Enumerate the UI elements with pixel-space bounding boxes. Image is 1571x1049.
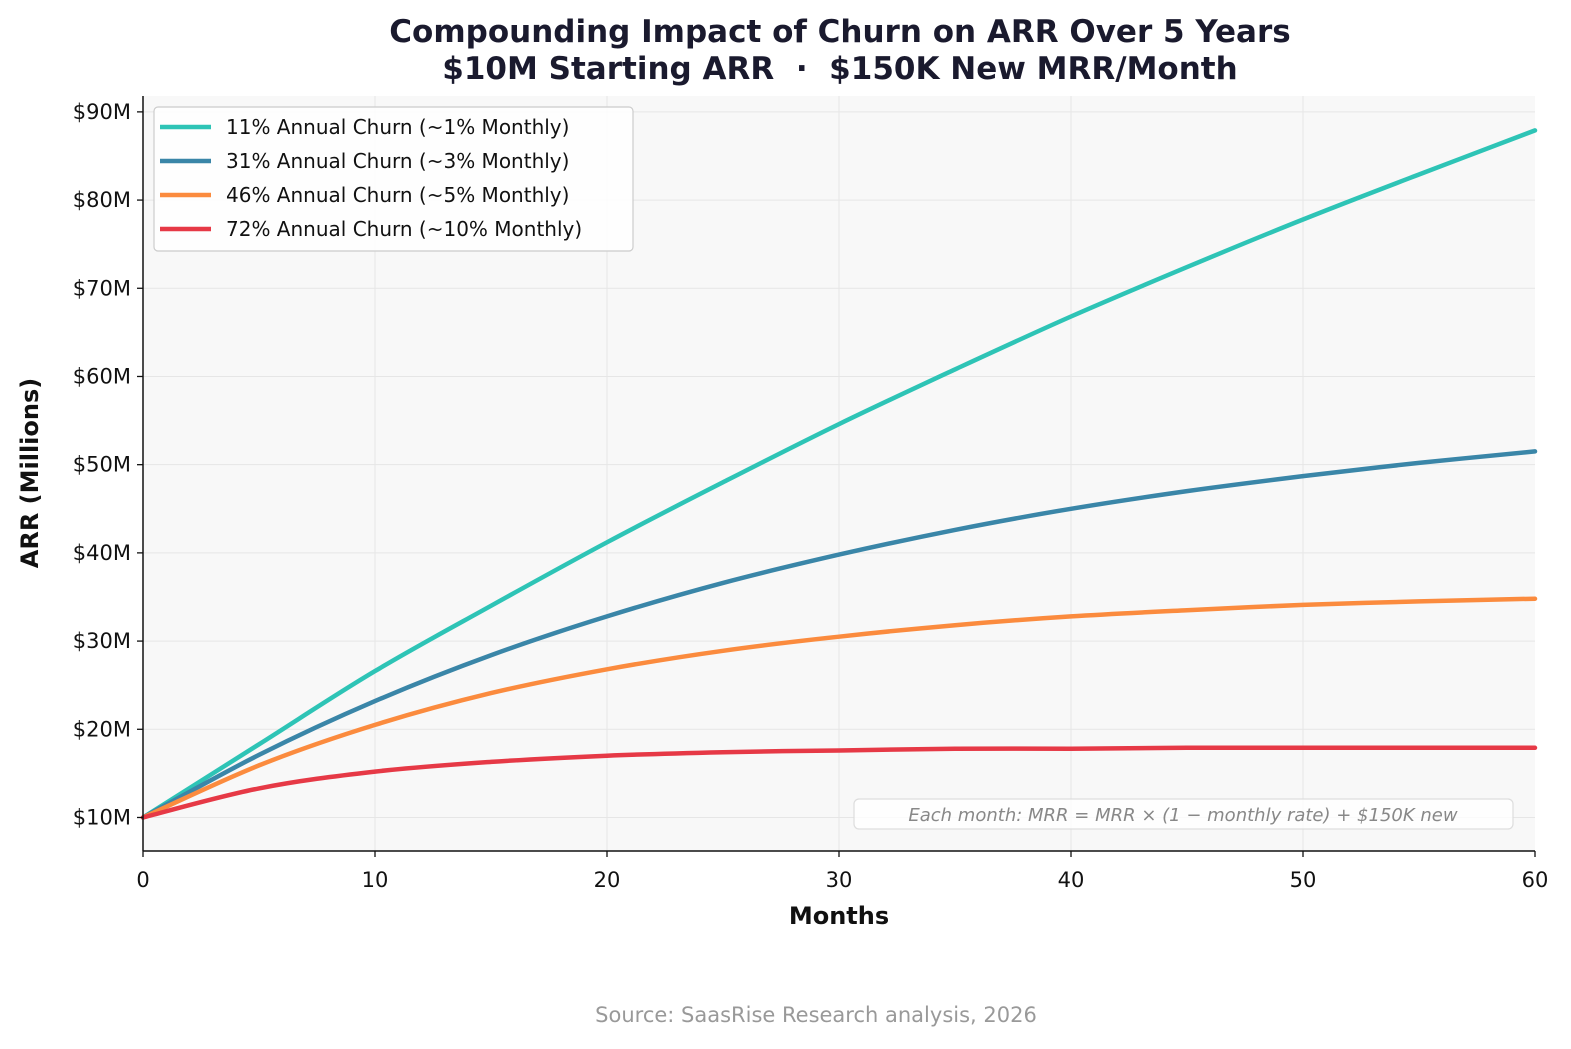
- chart-subtitle: $10M Starting ARR · $150K New MRR/Month: [442, 51, 1238, 87]
- x-tick-label: 60: [1522, 868, 1549, 892]
- legend-label-1: 11% Annual Churn (~1% Monthly): [226, 115, 569, 139]
- legend-box: [153, 106, 634, 252]
- formula-annotation: Each month: MRR = MRR × (1 − monthly rat…: [853, 798, 1514, 830]
- y-axis-ticks: $10M $20M $30M $40M $50M $60M $70M $80M $90M: [73, 100, 143, 829]
- legend: 11% Annual Churn (~1% Monthly) 31% Annual…: [153, 106, 634, 252]
- legend-label-3: 46% Annual Churn (~5% Monthly): [226, 183, 569, 207]
- x-tick-label: 50: [1290, 868, 1317, 892]
- y-tick-label: $30M: [73, 629, 131, 653]
- y-tick-label: $20M: [73, 717, 131, 741]
- series-line-1: [140, 128, 1538, 820]
- y-tick-label: $70M: [73, 276, 131, 300]
- series-line-2: [140, 449, 1538, 820]
- source-note: Source: SaasRise Research analysis, 2026: [595, 1003, 1037, 1027]
- y-tick-label: $50M: [73, 453, 131, 477]
- y-tick-label: $60M: [73, 364, 131, 388]
- y-tick-label: $10M: [73, 805, 131, 829]
- chart-title-block: Compounding Impact of Churn on ARR Over …: [0, 14, 1571, 88]
- x-axis-ticks: 0 10 20 30 40 50 60: [136, 851, 1548, 892]
- y-tick-label: $40M: [73, 541, 131, 565]
- x-tick-label: 0: [136, 868, 149, 892]
- legend-label-2: 31% Annual Churn (~3% Monthly): [226, 149, 569, 173]
- x-tick-label: 20: [594, 868, 621, 892]
- x-tick-label: 10: [362, 868, 389, 892]
- annotation-box: [853, 798, 1514, 830]
- x-tick-label: 30: [826, 868, 853, 892]
- chart-title: Compounding Impact of Churn on ARR Over …: [389, 14, 1291, 50]
- y-tick-label: $80M: [73, 188, 131, 212]
- series-line-3: [140, 596, 1538, 820]
- x-tick-label: 40: [1058, 868, 1085, 892]
- annotation-text: Each month: MRR = MRR × (1 − monthly rat…: [908, 805, 1457, 826]
- y-tick-label: $90M: [73, 100, 131, 124]
- series-line-4: [140, 745, 1538, 820]
- series-lines: [140, 128, 1538, 820]
- legend-label-4: 72% Annual Churn (~10% Monthly): [226, 217, 582, 241]
- y-axis-title: ARR (Millions): [16, 378, 44, 568]
- x-axis-title: Months: [789, 902, 889, 930]
